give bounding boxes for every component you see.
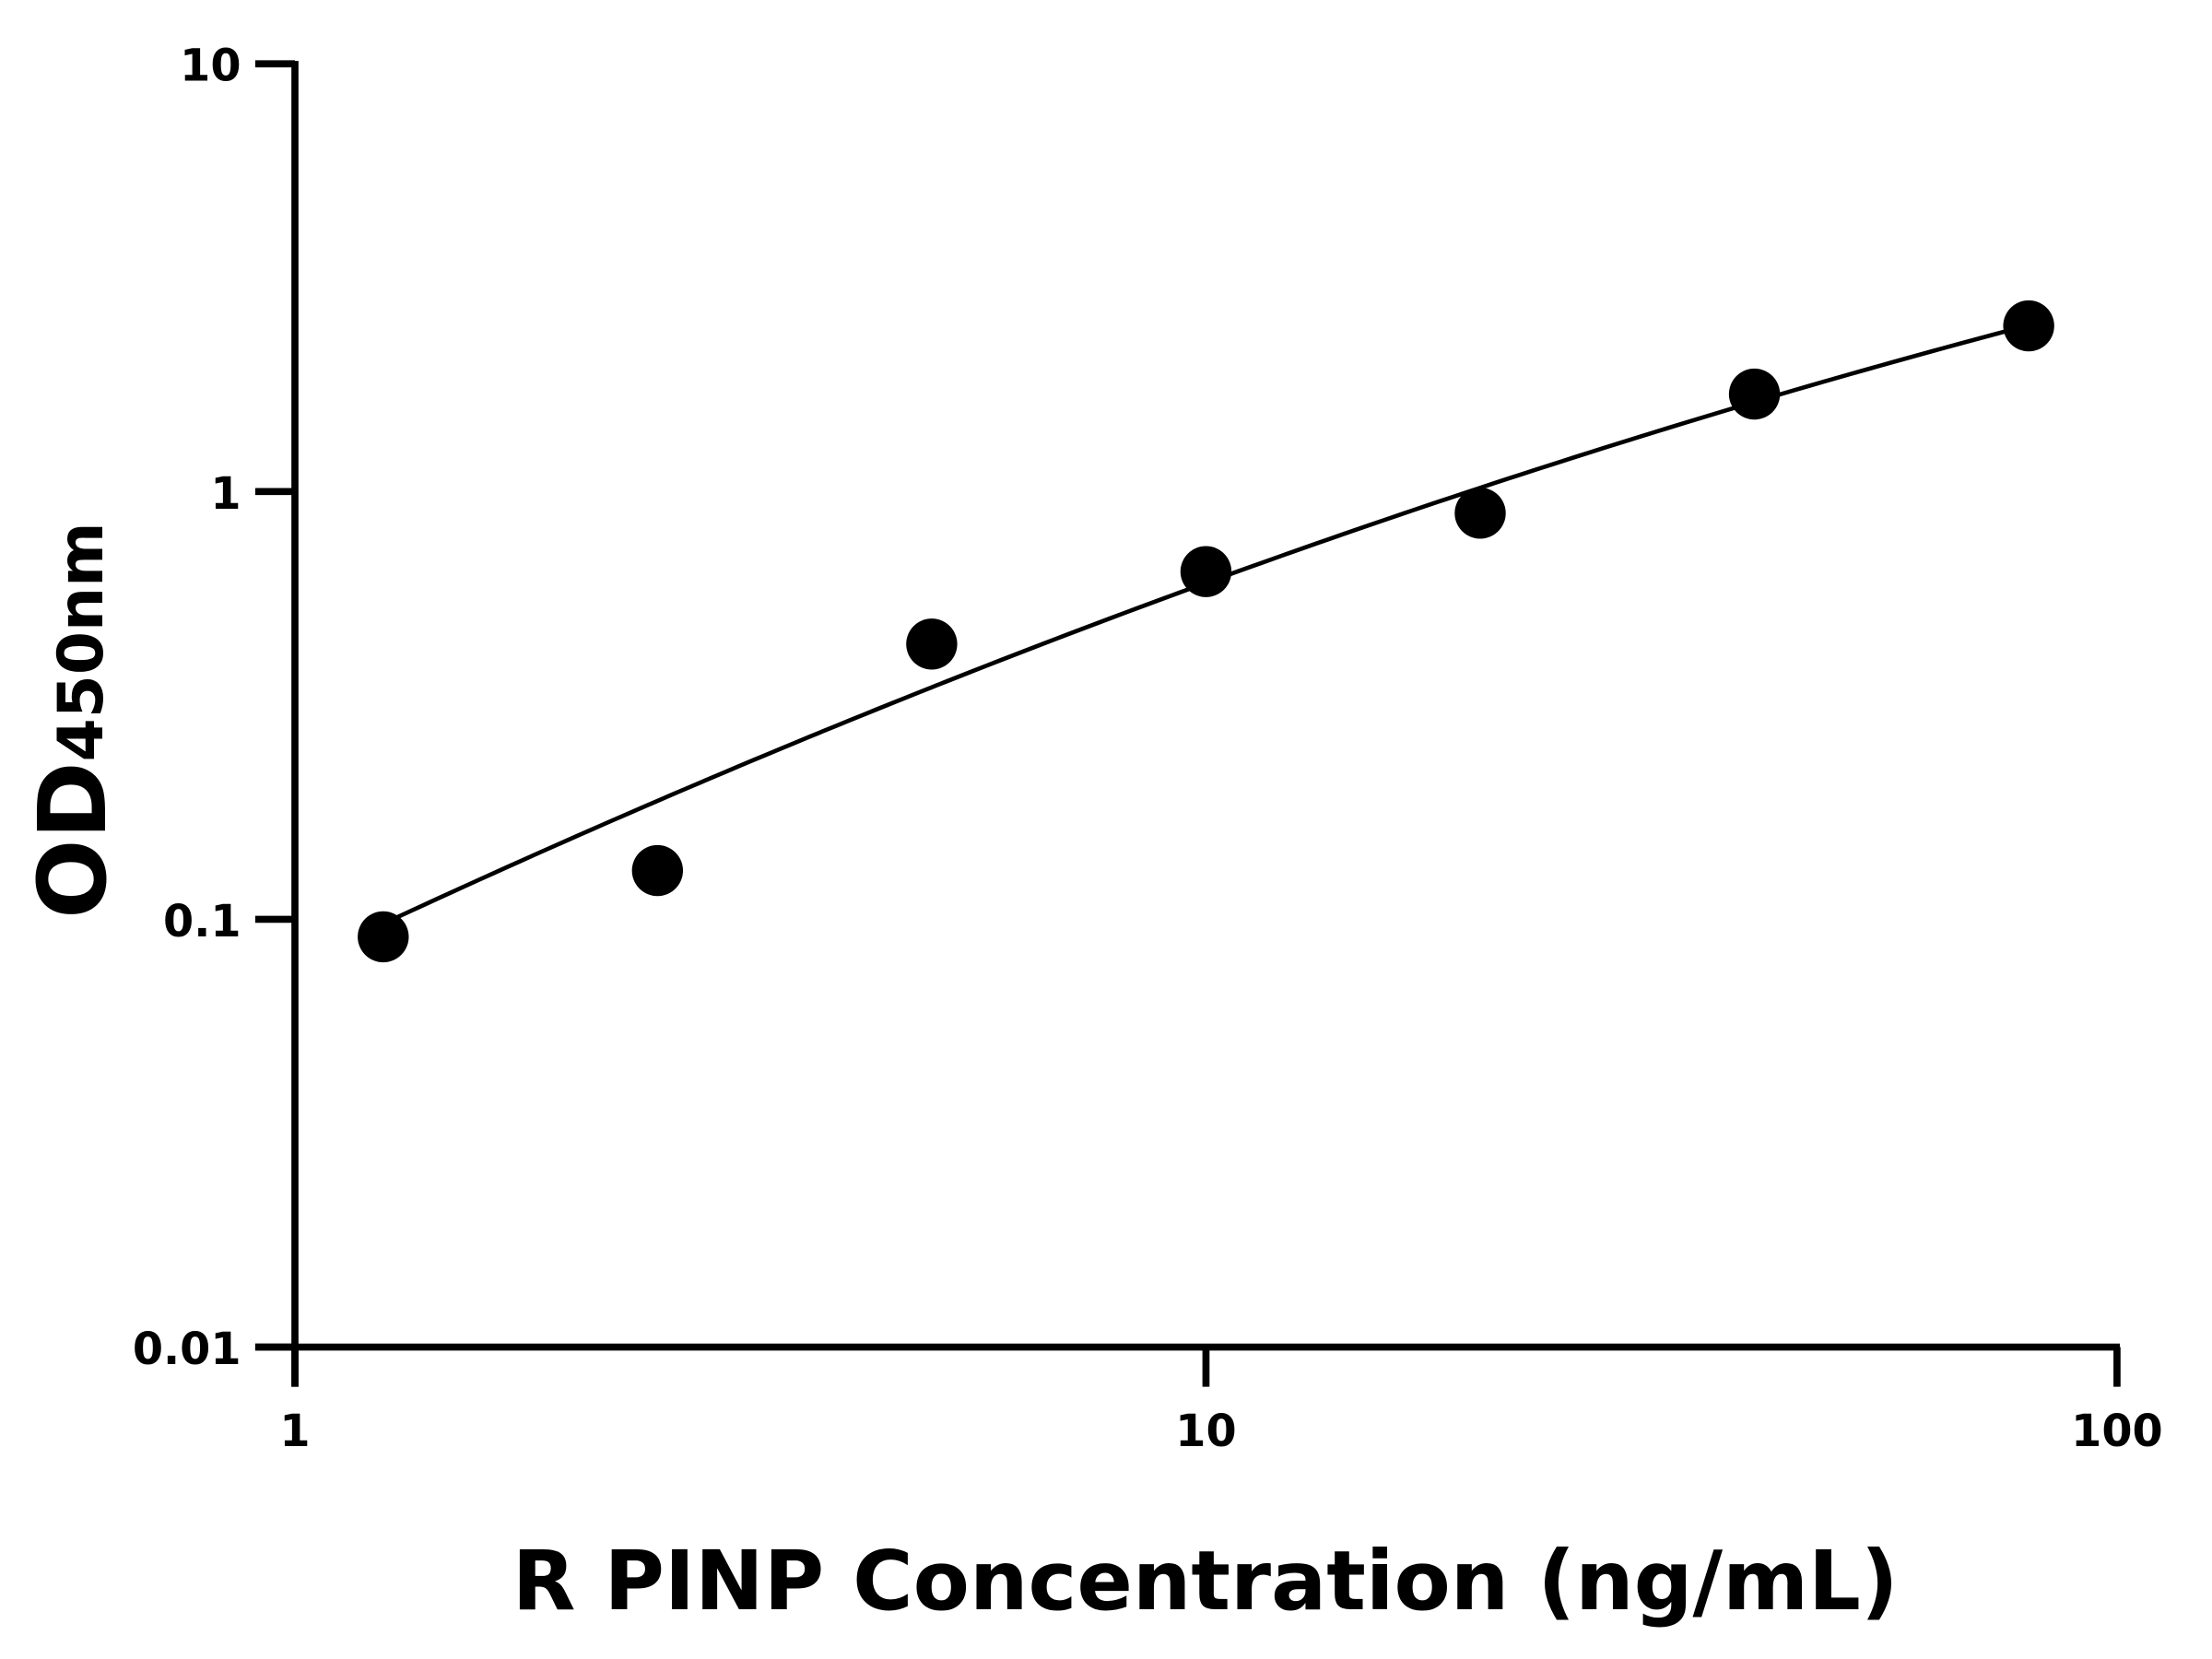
y-ticks: 0.01 0.1 1 10 xyxy=(133,41,295,1375)
data-point xyxy=(1454,488,1506,539)
svg-text:OD450nm: OD450nm xyxy=(18,522,127,919)
y-tick-label: 1 xyxy=(210,469,241,520)
x-tick-label: 1 xyxy=(279,1406,310,1457)
y-axis-title-subscript: 450nm xyxy=(44,522,117,761)
x-axis-title: R PINP Concentration (ng/mL) xyxy=(512,1534,1899,1630)
data-point xyxy=(358,911,409,963)
y-axis-title-main: OD xyxy=(18,761,127,919)
data-point xyxy=(631,844,684,897)
x-tick-label: 100 xyxy=(2071,1406,2163,1457)
y-tick-label: 0.01 xyxy=(133,1324,241,1375)
y-tick-label: 10 xyxy=(180,41,241,92)
axes xyxy=(254,61,2120,1387)
data-point xyxy=(1728,368,1781,420)
x-ticks: 1 10 100 xyxy=(279,1347,2163,1457)
fit-curve xyxy=(382,323,2030,926)
y-axis-title: OD450nm xyxy=(18,522,127,919)
data-point xyxy=(906,618,958,670)
y-tick-label: 0.1 xyxy=(163,897,241,947)
data-points xyxy=(358,300,2054,963)
data-point xyxy=(1180,546,1232,597)
x-tick-label: 10 xyxy=(1175,1406,1236,1457)
data-point xyxy=(2003,300,2054,352)
